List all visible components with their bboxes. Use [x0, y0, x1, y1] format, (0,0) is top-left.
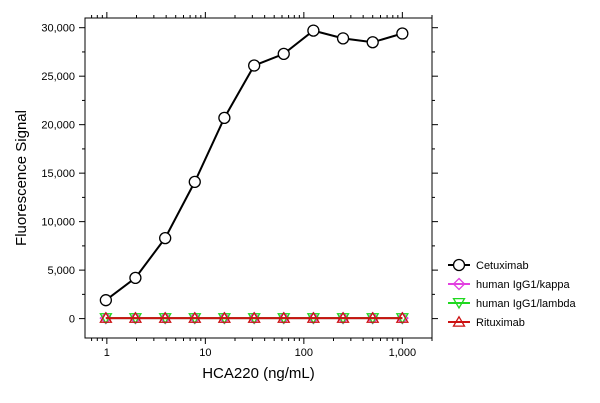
series-layer [99, 24, 409, 325]
y-tick-label: 0 [69, 314, 75, 326]
data-point [396, 27, 409, 40]
legend: Cetuximab human IgG1/kappa human IgG1/lamb… [448, 258, 577, 329]
x-axis-title: HCA220 (ng/mL) [202, 365, 315, 382]
legend-item: Rituximab [448, 315, 525, 329]
legend-label: human IgG1/kappa [476, 279, 570, 291]
data-point [129, 271, 142, 285]
data-point [247, 311, 261, 323]
plot-frame [84, 17, 433, 339]
data-point [277, 311, 291, 323]
x-tick-label: 1,000 [389, 347, 417, 359]
data-point [188, 311, 202, 323]
y-axis-title: Fluorescence Signal [13, 110, 30, 246]
legend-item: Cetuximab [448, 258, 529, 272]
legend-marker [452, 258, 466, 272]
y-tick-label: 25,000 [41, 71, 75, 83]
axes: 1 10 100 1,000 0 5,000 10,000 15,000 20,000 25,00… [41, 12, 438, 359]
data-point [306, 311, 321, 323]
data-point [99, 294, 113, 307]
data-point [336, 32, 350, 45]
legend-marker [452, 297, 466, 310]
legend-item: human IgG1/lambda [448, 297, 577, 310]
legend-label: human IgG1/lambda [476, 298, 577, 310]
series-cetuximab [99, 24, 409, 307]
data-point [366, 311, 380, 323]
y-tick-label: 10,000 [41, 217, 75, 229]
x-tick-label: 1 [104, 347, 110, 359]
x-tick-label: 10 [199, 347, 211, 359]
data-point [188, 175, 201, 189]
data-point [159, 231, 172, 245]
data-point [99, 311, 113, 323]
y-tick-label: 30,000 [41, 23, 75, 35]
legend-item: human IgG1/kappa [448, 277, 570, 291]
legend-label: Cetuximab [476, 260, 529, 272]
data-point [218, 111, 231, 125]
x-tick-label: 100 [295, 347, 313, 359]
y-tick-label: 15,000 [41, 168, 75, 180]
legend-marker [452, 315, 466, 327]
legend-label: Rituximab [476, 317, 525, 329]
data-point [277, 47, 290, 61]
data-point [395, 311, 409, 323]
y-tick-label: 20,000 [41, 120, 75, 132]
data-point [366, 36, 379, 49]
data-point [217, 311, 232, 323]
data-point [158, 311, 172, 323]
y-tick-label: 5,000 [47, 265, 75, 277]
data-point [336, 311, 350, 323]
data-point [307, 24, 320, 37]
series-rituximab [99, 311, 409, 323]
data-point [128, 311, 143, 323]
data-point [248, 59, 261, 72]
legend-marker [452, 277, 466, 291]
